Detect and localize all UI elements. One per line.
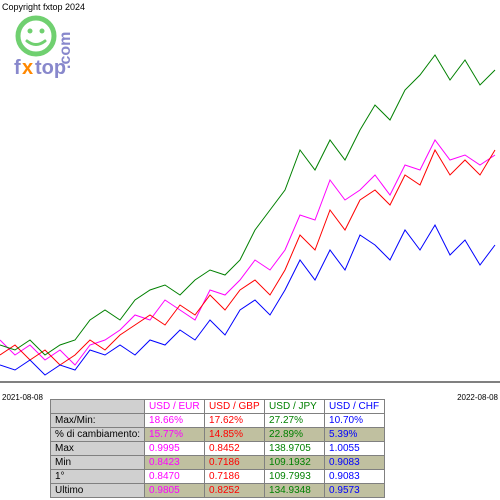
data-cell: 5.39% (325, 428, 385, 442)
x-axis-end: 2022-08-08 (457, 393, 498, 402)
data-cell: 0.9083 (325, 456, 385, 470)
series-usd-chf (0, 225, 495, 375)
header-cell: USD / CHF (325, 400, 385, 414)
data-cell: 1.0055 (325, 442, 385, 456)
currency-chart (0, 0, 500, 385)
row-label: 1° (51, 470, 145, 484)
data-cell: 109.1932 (265, 456, 325, 470)
data-cell: 134.9348 (265, 484, 325, 498)
data-cell: 138.9705 (265, 442, 325, 456)
data-cell: 18.66% (145, 414, 205, 428)
row-label: Max (51, 442, 145, 456)
series-usd-eur (0, 140, 495, 365)
data-cell: 27.27% (265, 414, 325, 428)
data-cell: 22.89% (265, 428, 325, 442)
data-cell: 0.8423 (145, 456, 205, 470)
data-cell: 14.85% (205, 428, 265, 442)
row-label: Min (51, 456, 145, 470)
data-cell: 0.8252 (205, 484, 265, 498)
data-cell: 15.77% (145, 428, 205, 442)
series-usd-gbp (0, 150, 495, 365)
data-cell: 0.8470 (145, 470, 205, 484)
data-cell: 109.7993 (265, 470, 325, 484)
header-cell: USD / GBP (205, 400, 265, 414)
series-usd-jpy (0, 55, 495, 355)
x-axis-start: 2021-08-08 (2, 393, 43, 402)
data-cell: 0.7186 (205, 456, 265, 470)
row-label: % di cambiamento: (51, 428, 145, 442)
header-cell: USD / EUR (145, 400, 205, 414)
row-label: Max/Min: (51, 414, 145, 428)
data-cell: 0.7186 (205, 470, 265, 484)
data-cell: 17.62% (205, 414, 265, 428)
data-cell: 0.9805 (145, 484, 205, 498)
currency-data-table: USD / EURUSD / GBPUSD / JPYUSD / CHF Max/… (50, 399, 385, 498)
data-cell: 10.70% (325, 414, 385, 428)
data-cell: 0.9573 (325, 484, 385, 498)
data-cell: 0.9083 (325, 470, 385, 484)
data-cell: 0.9995 (145, 442, 205, 456)
data-cell: 0.8452 (205, 442, 265, 456)
header-cell: USD / JPY (265, 400, 325, 414)
row-label: Ultimo (51, 484, 145, 498)
header-cell (51, 400, 145, 414)
